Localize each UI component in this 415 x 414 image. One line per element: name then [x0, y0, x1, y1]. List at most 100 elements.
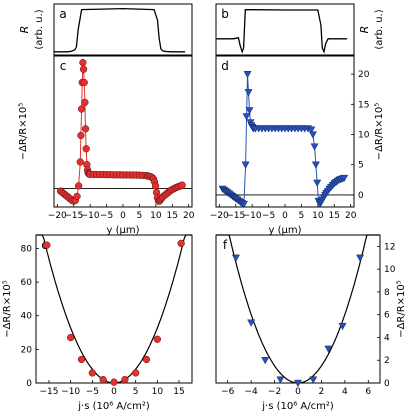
data-point [276, 376, 285, 384]
data-point [243, 70, 252, 79]
x-tick-label: 2 [319, 387, 325, 397]
y-axis-label: −ΔR/R×10⁵ [2, 280, 13, 338]
data-point [247, 319, 256, 327]
x-axis-label: y (μm) [106, 225, 139, 236]
panel-b-frame [215, 3, 355, 56]
data-point [142, 355, 151, 364]
x-tick-label: 4 [342, 387, 348, 397]
data-point [73, 192, 81, 201]
y-tick-label: 8 [384, 288, 390, 298]
data-point [324, 345, 333, 353]
panel-label-a: a [59, 7, 66, 21]
data-point [110, 378, 118, 386]
data-point [293, 379, 303, 388]
data-point [261, 357, 270, 365]
x-tick-label: −5 [100, 211, 113, 221]
data-point [67, 333, 75, 342]
y-tick-label: 2 [384, 356, 390, 366]
x-tick-label: −10 [81, 211, 100, 221]
data-point [79, 65, 88, 73]
y-tick-label: 15 [358, 100, 369, 110]
y-axis-label: R [358, 26, 371, 34]
panel-label-bg [219, 7, 232, 21]
data-point [77, 105, 86, 113]
data-point [309, 376, 318, 384]
x-tick-label: 6 [365, 387, 371, 397]
data-point [43, 241, 51, 249]
y-tick-label: 60 [21, 278, 33, 288]
data-point [356, 254, 365, 262]
fit-curve [36, 234, 192, 384]
data-point [310, 143, 319, 151]
x-tick-label: 5 [299, 211, 305, 221]
x-tick-label: −2 [268, 387, 281, 397]
data-point [151, 182, 160, 190]
data-point [307, 126, 316, 134]
data-point [153, 335, 161, 343]
data-point [239, 200, 248, 209]
data-point [231, 254, 240, 262]
y-axis-label: −ΔR/R×10⁵ [374, 103, 385, 161]
data-point [99, 375, 107, 384]
data-point [340, 174, 349, 183]
panel-a-frame [53, 3, 193, 56]
x-tick-label: 0 [295, 387, 301, 397]
x-tick-label: −10 [243, 211, 262, 221]
x-tick-label: 20 [183, 211, 195, 221]
x-axis-label: j·s (10⁶ A/cm²) [77, 401, 150, 412]
data-point [311, 161, 320, 169]
y-tick-label: 0 [358, 191, 364, 201]
data-point [79, 58, 87, 67]
panel-label-bg [57, 7, 70, 21]
y-tick-label: 12 [384, 242, 395, 252]
y-tick-label: 0 [26, 379, 32, 389]
panel-e-frame [35, 234, 193, 384]
data-point [132, 369, 140, 377]
panel-label-c: c [60, 59, 67, 73]
x-tick-label: 10 [312, 211, 324, 221]
data-point [177, 239, 185, 248]
x-axis-label: j·s (10⁶ A/cm²) [261, 401, 334, 412]
y-tick-label: 6 [384, 311, 390, 321]
panel-label-d: d [221, 59, 229, 73]
y-axis-label: −ΔR/R×10⁵ [18, 103, 29, 161]
data-point [74, 182, 83, 190]
data-point [121, 375, 129, 384]
x-tick-label: −4 [245, 387, 259, 397]
data-point [338, 322, 347, 331]
x-tick-label: −20 [210, 211, 229, 221]
x-tick-label: −10 [61, 387, 80, 397]
x-tick-label: −15 [40, 387, 59, 397]
panel-label-b: b [221, 7, 229, 21]
x-tick-label: 0 [120, 211, 126, 221]
x-tick-label: −5 [262, 211, 275, 221]
y-tick-label: 5 [358, 161, 364, 171]
data-point [76, 158, 84, 166]
data-point [308, 131, 317, 139]
x-tick-label: 10 [152, 387, 164, 397]
x-tick-label: 0 [282, 211, 288, 221]
x-tick-label: −5 [86, 387, 99, 397]
data-point [80, 78, 88, 87]
x-tick-label: 15 [329, 211, 340, 221]
y-tick-label: 20 [358, 70, 370, 80]
data-point [313, 179, 322, 187]
x-tick-label: 0 [111, 387, 117, 397]
fit-curve [216, 234, 380, 384]
data-point [178, 181, 186, 189]
data-point [82, 145, 90, 153]
x-tick-label: 5 [133, 387, 139, 397]
series-line [216, 8, 348, 54]
y-tick-label: 10 [384, 265, 396, 275]
y-axis-label: −ΔR/R×10⁵ [396, 280, 407, 338]
data-point [242, 113, 251, 121]
panel-label-bg [219, 59, 232, 73]
data-point [241, 161, 250, 169]
data-point [77, 131, 85, 140]
x-axis-label: y (μm) [268, 225, 301, 236]
x-tick-label: 5 [137, 211, 143, 221]
panel-f-frame [215, 234, 381, 384]
data-point [81, 125, 90, 133]
panel-label-f: f [223, 238, 228, 252]
